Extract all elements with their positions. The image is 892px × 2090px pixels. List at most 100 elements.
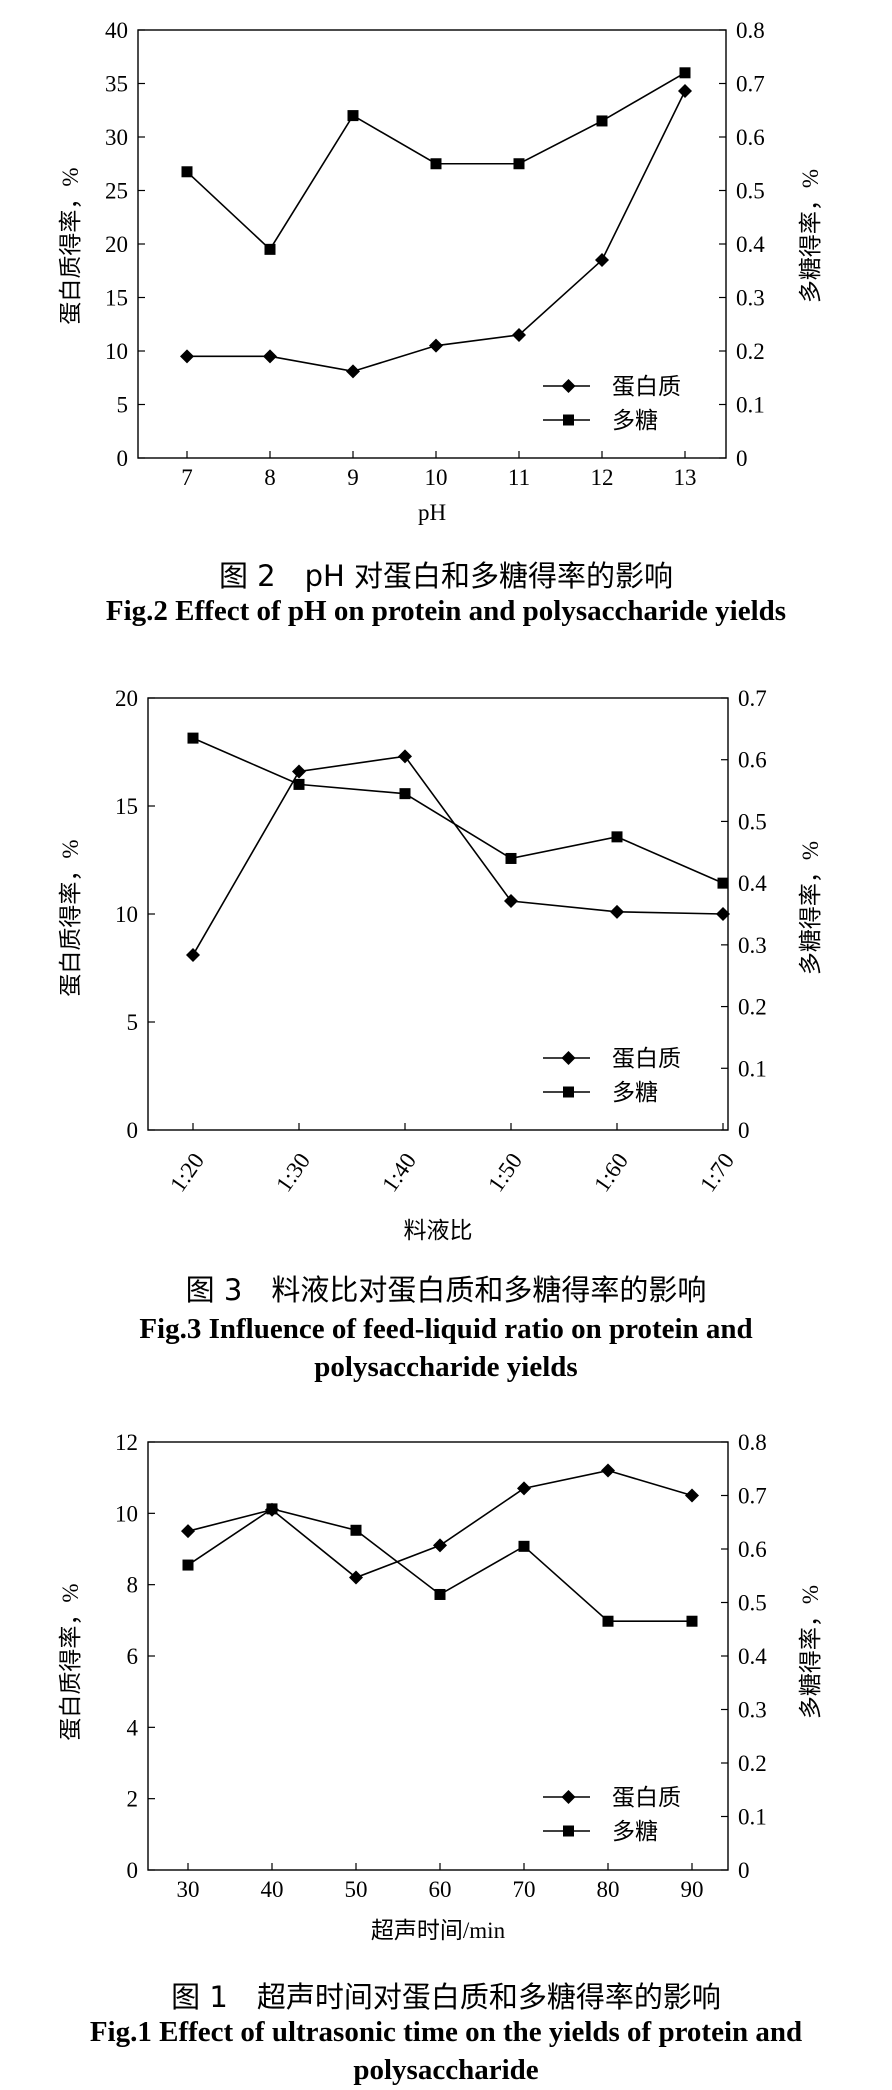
right-y-tick-label: 0.5 — [738, 809, 767, 834]
left-y-tick-label: 4 — [127, 1715, 139, 1740]
x-tick-label: 12 — [591, 465, 614, 490]
legend-label: 蛋白质 — [612, 374, 681, 400]
x-axis-title: pH — [418, 500, 446, 525]
x-axis-title: 超声时间/min — [371, 1918, 506, 1943]
figure-caption-cn: 图 1 超声时间对蛋白质和多糖得率的影响 — [171, 1980, 721, 2014]
protein-point — [504, 894, 518, 909]
left-y-tick-label: 20 — [115, 686, 138, 711]
right-y-tick-label: 0.8 — [736, 18, 765, 43]
protein-point — [398, 749, 412, 764]
protein-point — [685, 1488, 699, 1503]
polysaccharide-point — [266, 1503, 278, 1515]
right-y-tick-label: 0.1 — [736, 393, 765, 418]
protein-point — [716, 907, 730, 921]
polysaccharide-point — [264, 243, 276, 255]
x-tick-label: 1:70 — [695, 1149, 739, 1197]
right-y-tick-label: 0.7 — [736, 72, 765, 97]
right-y-tick-label: 0.3 — [738, 933, 767, 958]
right-y-tick-label: 0.3 — [738, 1698, 767, 1723]
x-tick-label: 60 — [429, 1877, 452, 1902]
left-y-tick-label: 5 — [127, 1010, 139, 1035]
legend-label: 多糖 — [612, 1080, 658, 1106]
figure-caption-en-line2: polysaccharide yields — [314, 1351, 578, 1383]
protein-point — [180, 349, 194, 364]
protein-point — [349, 1570, 363, 1585]
series-line-protein — [187, 1469, 693, 1579]
protein-point — [346, 364, 360, 379]
x-tick-label: 50 — [345, 1877, 368, 1902]
right-y-axis-title: 多糖得率，% — [798, 169, 823, 303]
left-y-axis-title: 蛋白质得率，% — [58, 167, 83, 324]
right-y-tick-label: 0.2 — [738, 995, 767, 1020]
left-y-tick-label: 5 — [117, 393, 129, 418]
polysaccharide-point — [181, 166, 193, 178]
right-y-tick-label: 0.2 — [736, 339, 765, 364]
x-tick-label: 1:30 — [271, 1149, 315, 1197]
series-line-protein — [192, 755, 724, 956]
figure-caption-en: Fig.3 Influence of feed-liquid ratio on … — [139, 1313, 753, 1345]
x-tick-label: 30 — [177, 1877, 200, 1902]
polysaccharide-point — [686, 1615, 698, 1627]
x-tick-label: 11 — [508, 465, 530, 490]
left-y-tick-label: 10 — [105, 339, 128, 364]
polysaccharide-point — [518, 1540, 530, 1552]
right-y-tick-label: 0.6 — [736, 125, 765, 150]
x-tick-label: 1:60 — [589, 1149, 633, 1197]
right-y-tick-label: 0 — [738, 1118, 750, 1143]
right-y-tick-label: 0.1 — [738, 1805, 767, 1830]
protein-point — [181, 1524, 195, 1539]
protein-point — [595, 253, 609, 268]
right-y-tick-label: 0.5 — [738, 1591, 767, 1616]
right-y-tick-label: 0 — [738, 1858, 750, 1883]
right-y-tick-label: 0.4 — [738, 1644, 767, 1669]
x-tick-label: 10 — [425, 465, 448, 490]
legend-label: 蛋白质 — [612, 1046, 681, 1072]
left-y-axis-title: 蛋白质得率，% — [58, 1583, 83, 1740]
polysaccharide-point — [399, 788, 411, 800]
figure-caption-cn: 图 3 料液比对蛋白质和多糖得率的影响 — [185, 1273, 707, 1307]
x-tick-label: 1:40 — [377, 1149, 421, 1197]
protein-point — [292, 764, 306, 779]
polysaccharide-point — [602, 1615, 614, 1627]
figure-caption-cn: 图 2 pH 对蛋白和多糖得率的影响 — [218, 559, 674, 593]
series-line-protein — [187, 90, 686, 373]
right-y-tick-label: 0.1 — [738, 1056, 767, 1081]
left-y-tick-label: 15 — [115, 794, 138, 819]
polysaccharide-point — [182, 1559, 194, 1571]
left-y-tick-label: 6 — [127, 1644, 139, 1669]
x-tick-label: 1:20 — [165, 1149, 209, 1197]
polysaccharide-point — [430, 158, 442, 170]
left-y-tick-label: 30 — [105, 125, 128, 150]
left-y-tick-label: 15 — [105, 286, 128, 311]
protein-point — [263, 349, 277, 364]
right-y-tick-label: 0.7 — [738, 1484, 767, 1509]
x-tick-label: 70 — [513, 1877, 536, 1902]
left-y-tick-label: 8 — [127, 1573, 139, 1598]
right-y-tick-label: 0.2 — [738, 1751, 767, 1776]
figure-ph: 0 5 10 15 20 25 30 35 40 0 0.1 0.2 0.3 0.4 0.5 0.6 0.7 0.… — [0, 0, 892, 627]
legend-marker-square — [563, 1825, 574, 1837]
right-y-axis-title: 多糖得率，% — [798, 841, 823, 975]
protein-point — [429, 338, 443, 353]
legend-label: 多糖 — [612, 408, 658, 434]
right-y-tick-label: 0.7 — [738, 686, 767, 711]
right-y-axis-title: 多糖得率，% — [798, 1585, 823, 1719]
protein-point — [610, 904, 624, 919]
right-y-tick-label: 0 — [736, 446, 748, 471]
polysaccharide-point — [717, 877, 729, 889]
left-y-tick-label: 10 — [115, 1501, 138, 1526]
legend-marker-diamond — [561, 379, 576, 393]
left-y-tick-label: 0 — [127, 1118, 139, 1143]
polysaccharide-point — [596, 115, 608, 127]
series-line-polysaccharide — [192, 737, 724, 884]
polysaccharide-point — [513, 158, 525, 170]
legend-marker-square — [563, 1086, 574, 1098]
left-y-tick-label: 20 — [105, 232, 128, 257]
right-y-tick-label: 0.6 — [738, 748, 767, 773]
protein-point — [678, 83, 692, 98]
legend-marker-diamond — [561, 1790, 576, 1804]
left-y-tick-label: 0 — [127, 1858, 139, 1883]
left-y-tick-label: 10 — [115, 902, 138, 927]
legend-marker-square — [563, 414, 574, 426]
left-y-tick-label: 35 — [105, 72, 128, 97]
